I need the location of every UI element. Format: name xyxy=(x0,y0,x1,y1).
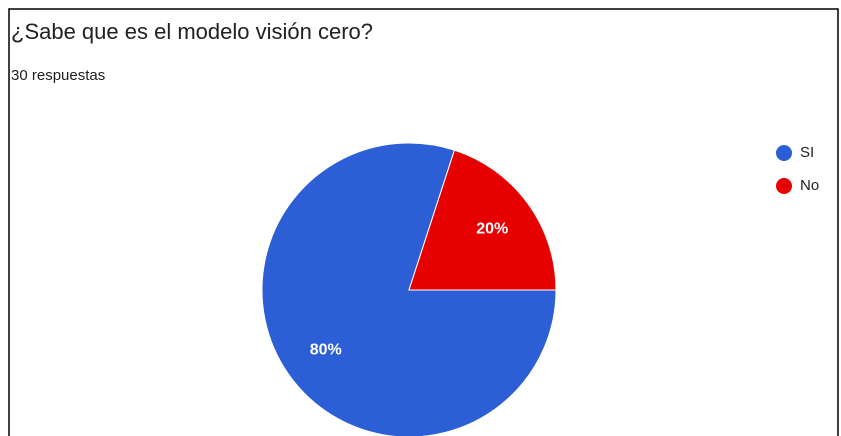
legend-swatch xyxy=(776,145,792,161)
legend-label: SI xyxy=(800,144,814,161)
pie-slice xyxy=(408,149,557,291)
chart-title: ¿Sabe que es el modelo visión cero? xyxy=(11,19,373,44)
legend-swatch xyxy=(776,178,792,194)
legend-label: No xyxy=(800,177,819,194)
chart-subtitle: 30 respuestas xyxy=(11,67,105,84)
slice-label: 20% xyxy=(476,221,508,238)
slice-label: 80% xyxy=(310,342,342,359)
